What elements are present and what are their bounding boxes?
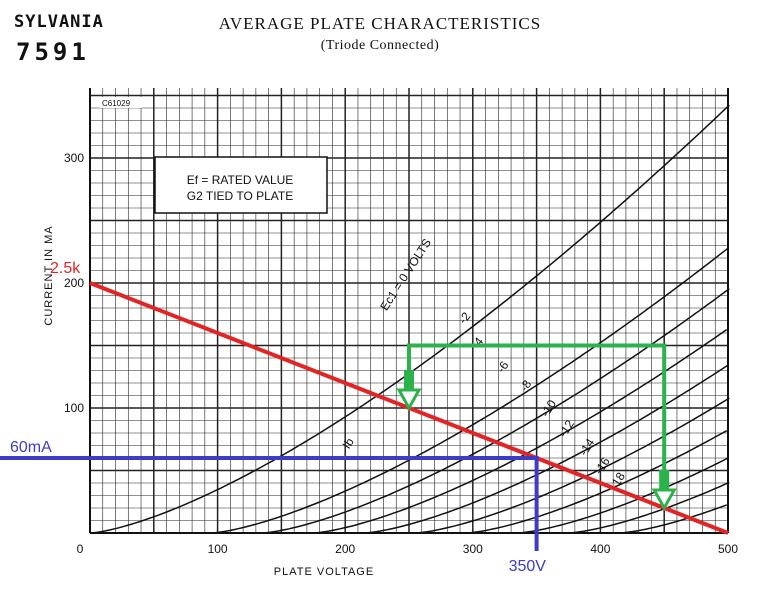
chart-title-block: AVERAGE PLATE CHARACTERISTICS (Triode Co… — [160, 14, 600, 54]
bias-curve — [619, 504, 727, 534]
y-tick-label: 300 — [64, 151, 84, 165]
brand-block: SYLVANIA 7591 — [14, 12, 104, 66]
swing-arrow-right — [651, 488, 677, 512]
bias-curve-label: -8 — [517, 377, 535, 394]
x-tick-label: 200 — [335, 542, 355, 556]
curve-group-label: Ib — [340, 435, 357, 451]
operating-voltage-label: 350V — [509, 558, 547, 575]
chart-title: AVERAGE PLATE CHARACTERISTICS — [218, 14, 542, 33]
chart-subtitle: (Triode Connected) — [320, 38, 440, 53]
load-line-label: 2.5k — [50, 260, 81, 277]
annotation-line-2: G2 TIED TO PLATE — [187, 189, 293, 203]
bias-curve — [211, 247, 729, 534]
bias-curve — [568, 481, 730, 534]
bias-curve — [517, 457, 729, 534]
x-tick-label: 0 — [77, 542, 84, 556]
bias-curve-label: -4 — [469, 334, 487, 351]
swing-arrow-left-shaft — [404, 370, 414, 392]
bias-curve-label: -14 — [576, 436, 597, 458]
tube-number: 7591 — [16, 38, 90, 66]
bias-curve — [364, 364, 729, 534]
x-tick-label: 300 — [463, 542, 483, 556]
swing-path — [407, 343, 667, 472]
y-axis-label: CURRENT IN MA — [43, 225, 55, 325]
x-tick-label: 100 — [208, 542, 228, 556]
annotation-box — [154, 156, 328, 214]
bias-curve-label: -6 — [494, 358, 512, 375]
x-tick-label: 500 — [718, 542, 738, 556]
swing-arrow-right-shaft — [659, 470, 670, 492]
bias-curve — [466, 430, 728, 534]
drawing-code-bg — [100, 97, 142, 108]
swing-arrow-left — [396, 388, 422, 412]
chart-grid — [89, 88, 729, 534]
y-tick-label: 100 — [64, 401, 84, 415]
drawing-code: C61029 — [102, 99, 131, 108]
bias-curve — [415, 397, 730, 534]
annotation-line-1: Ef = RATED VALUE — [187, 173, 294, 187]
y-tick-label: 200 — [64, 276, 84, 290]
bias-curve-label: Ec1 = 0 VOLTS — [377, 236, 434, 313]
operating-current-label: 60mA — [10, 439, 52, 456]
brand-name: SYLVANIA — [14, 12, 104, 32]
bias-curve-label: -2 — [456, 309, 474, 326]
x-tick-label: 400 — [590, 542, 610, 556]
x-axis-label: PLATE VOLTAGE — [274, 566, 374, 578]
overlay-annotations: 2.5k 60mA 350V — [0, 260, 729, 575]
